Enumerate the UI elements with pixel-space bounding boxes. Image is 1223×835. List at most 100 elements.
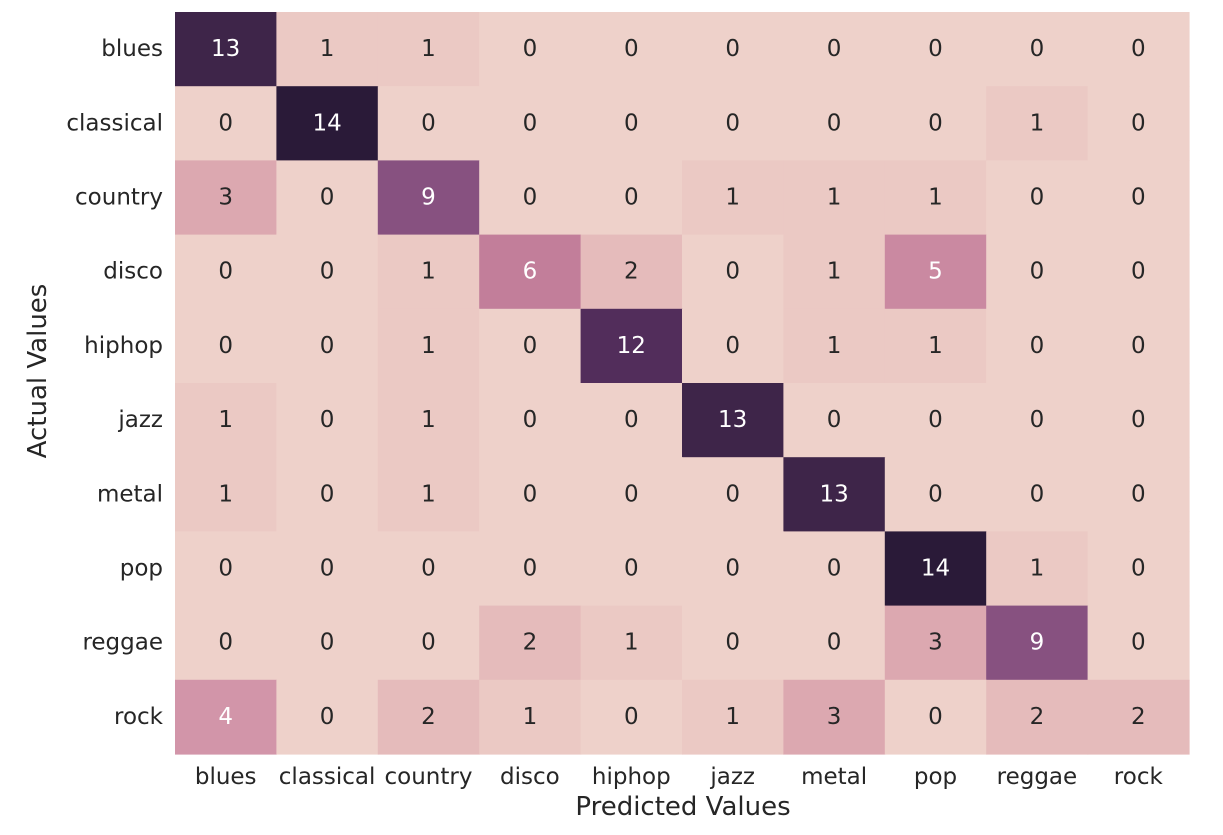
heatmap-cell-label: 9 bbox=[421, 185, 436, 211]
heatmap-cell-label: 0 bbox=[1030, 259, 1045, 285]
heatmap-cell bbox=[783, 383, 886, 458]
y-tick-label: hiphop bbox=[84, 333, 163, 359]
heatmap-cell bbox=[1087, 383, 1190, 458]
heatmap-cell-label: 0 bbox=[725, 36, 740, 62]
heatmap-cell-label: 1 bbox=[218, 481, 233, 507]
heatmap-cell-label: 0 bbox=[523, 333, 538, 359]
x-tick-label: jazz bbox=[709, 764, 755, 790]
heatmap-cell-label: 0 bbox=[725, 110, 740, 136]
heatmap-cell bbox=[580, 531, 683, 607]
heatmap-cell-label: 0 bbox=[523, 110, 538, 136]
heatmap-cell-label: 0 bbox=[1131, 556, 1146, 582]
heatmap-cell bbox=[682, 679, 784, 755]
heatmap-cell-label: 0 bbox=[523, 556, 538, 582]
heatmap-cell bbox=[479, 679, 582, 755]
y-axis-tick-labels: blues classical country disco hiphop jazz meta… bbox=[66, 36, 163, 730]
heatmap-cell bbox=[884, 12, 987, 87]
heatmap-cell bbox=[986, 679, 1089, 755]
heatmap-cell bbox=[783, 457, 886, 532]
x-axis-label: Predicted Values bbox=[575, 792, 790, 822]
heatmap-cell bbox=[175, 308, 277, 384]
heatmap-cell bbox=[1087, 12, 1190, 87]
heatmap-cell bbox=[479, 12, 582, 87]
x-axis-tick-labels: blues classical country disco hiphop jazz meta… bbox=[195, 764, 1164, 790]
heatmap-cell-label: 1 bbox=[827, 333, 842, 359]
x-tick-label: metal bbox=[801, 764, 867, 790]
heatmap-cell-label: 0 bbox=[523, 36, 538, 62]
heatmap-cell bbox=[1087, 86, 1190, 161]
heatmap-cell bbox=[986, 234, 1089, 310]
heatmap-cell-label: 13 bbox=[211, 36, 240, 62]
heatmap-cell-label: 0 bbox=[827, 556, 842, 582]
heatmap-cell-label: 0 bbox=[1030, 333, 1045, 359]
x-tick-label: blues bbox=[195, 764, 257, 790]
heatmap-cell bbox=[175, 383, 277, 458]
heatmap-cell bbox=[884, 457, 987, 532]
heatmap-cell bbox=[479, 308, 582, 384]
heatmap-cell bbox=[682, 383, 784, 458]
heatmap-cell-label: 0 bbox=[827, 630, 842, 656]
heatmap-cell bbox=[783, 308, 886, 384]
heatmap-cell bbox=[986, 457, 1089, 532]
heatmap-cell bbox=[377, 160, 480, 236]
heatmap-cell-label: 0 bbox=[1131, 110, 1146, 136]
heatmap-cell-label: 3 bbox=[218, 185, 233, 211]
heatmap-cell bbox=[276, 308, 379, 384]
heatmap-cell-label: 0 bbox=[1131, 407, 1146, 433]
heatmap-cell bbox=[580, 679, 683, 755]
heatmap-cell bbox=[175, 531, 277, 607]
heatmap-cell-label: 0 bbox=[928, 704, 943, 730]
y-tick-label: blues bbox=[101, 36, 163, 62]
heatmap-cell bbox=[682, 531, 784, 607]
heatmap-cell bbox=[479, 160, 582, 236]
x-tick-label: country bbox=[385, 764, 473, 790]
heatmap-cell bbox=[175, 86, 277, 161]
heatmap-cell bbox=[580, 12, 683, 87]
y-tick-label: pop bbox=[120, 556, 163, 582]
heatmap-cell-label: 0 bbox=[1131, 333, 1146, 359]
heatmap-cell-label: 0 bbox=[827, 407, 842, 433]
heatmap-cell bbox=[479, 531, 582, 607]
heatmap-cell-label: 0 bbox=[1030, 407, 1045, 433]
x-tick-label: disco bbox=[500, 764, 560, 790]
heatmap-cell-label: 14 bbox=[312, 110, 341, 136]
heatmap-cell bbox=[1087, 308, 1190, 384]
heatmap-cell-label: 0 bbox=[218, 556, 233, 582]
heatmap-cell-label: 0 bbox=[1131, 630, 1146, 656]
heatmap-cell-label: 14 bbox=[921, 556, 950, 582]
heatmap-cell bbox=[783, 531, 886, 607]
heatmap-cell bbox=[682, 308, 784, 384]
heatmap-cell-label: 0 bbox=[827, 36, 842, 62]
heatmap-cell bbox=[783, 160, 886, 236]
heatmap-cell-label: 0 bbox=[725, 556, 740, 582]
heatmap-cell bbox=[1087, 234, 1190, 310]
heatmap-cell bbox=[377, 531, 480, 607]
heatmap-cell-label: 0 bbox=[1030, 481, 1045, 507]
heatmap-cell-label: 1 bbox=[1030, 556, 1045, 582]
heatmap-cell bbox=[783, 679, 886, 755]
y-tick-label: disco bbox=[103, 259, 163, 285]
heatmap-cell bbox=[1087, 160, 1190, 236]
heatmap-cell-label: 0 bbox=[725, 630, 740, 656]
heatmap-cell-label: 0 bbox=[421, 630, 436, 656]
x-tick-label: rock bbox=[1114, 764, 1164, 790]
heatmap-cell-label: 1 bbox=[421, 407, 436, 433]
heatmap-cell-labels: 13 1 1 0 0 0 0 0 0 00 14 0 0 0 0 0 0 1 03 0 9 0 0 1 1 1 0 00 0 1 6 2 0 1 5… bbox=[211, 36, 1146, 730]
heatmap-cell-label: 3 bbox=[827, 704, 842, 730]
heatmap-cell-label: 1 bbox=[725, 185, 740, 211]
heatmap-cell bbox=[175, 679, 277, 755]
heatmap-cell-label: 0 bbox=[523, 407, 538, 433]
heatmap-cell-label: 1 bbox=[928, 185, 943, 211]
heatmap-cell-label: 0 bbox=[725, 259, 740, 285]
heatmap-cell-label: 1 bbox=[320, 36, 335, 62]
heatmap-cell bbox=[986, 308, 1089, 384]
heatmap-cell bbox=[276, 679, 379, 755]
heatmap-cell bbox=[884, 234, 987, 310]
heatmap-cell bbox=[377, 457, 480, 532]
heatmap-cell-label: 0 bbox=[218, 259, 233, 285]
heatmap-cell-label: 0 bbox=[320, 556, 335, 582]
heatmap-cell-label: 6 bbox=[523, 259, 538, 285]
heatmap-cell bbox=[377, 234, 480, 310]
heatmap-cell-label: 0 bbox=[523, 185, 538, 211]
